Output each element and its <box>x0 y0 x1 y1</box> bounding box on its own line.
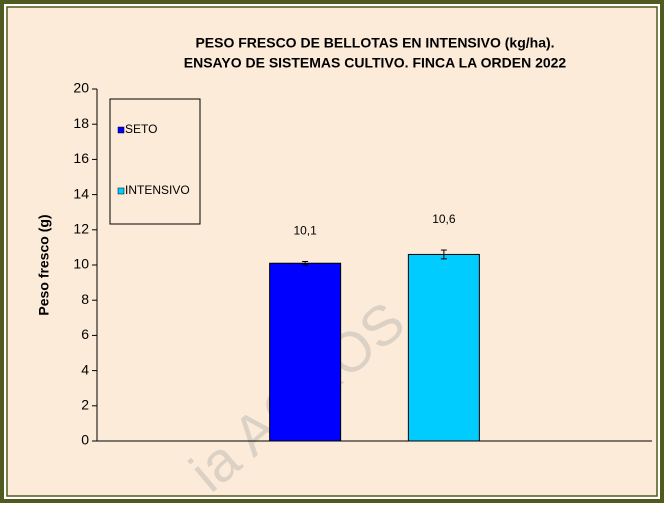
y-tick-label: 8 <box>81 291 89 307</box>
y-tick-label: 10 <box>73 256 89 272</box>
y-tick-label: 16 <box>73 150 89 166</box>
y-tick-label: 12 <box>73 221 89 237</box>
y-tick-label: 2 <box>81 397 89 413</box>
legend <box>109 98 201 225</box>
legend-swatch <box>117 187 125 195</box>
legend-label: INTENSIVO <box>125 183 190 197</box>
error-bar <box>302 260 309 266</box>
data-label: 10,6 <box>432 212 456 226</box>
legend-label: SETO <box>125 122 157 136</box>
bar <box>407 253 480 442</box>
bar <box>269 262 342 442</box>
y-tick-label: 4 <box>81 361 89 377</box>
data-label: 10,1 <box>293 224 317 238</box>
y-tick-label: 20 <box>73 80 89 96</box>
y-tick-label: 6 <box>81 326 89 342</box>
y-tick-label: 18 <box>73 115 89 131</box>
legend-swatch <box>117 126 125 134</box>
error-bar <box>440 249 447 260</box>
chart-title: PESO FRESCO DE BELLOTAS EN INTENSIVO (kg… <box>195 35 554 51</box>
y-tick-label: 14 <box>73 185 89 201</box>
y-axis-label: Peso fresco (g) <box>36 214 52 315</box>
chart-title: ENSAYO DE SISTEMAS CULTIVO. FINCA LA ORD… <box>184 55 567 71</box>
y-tick-label: 0 <box>81 432 89 448</box>
